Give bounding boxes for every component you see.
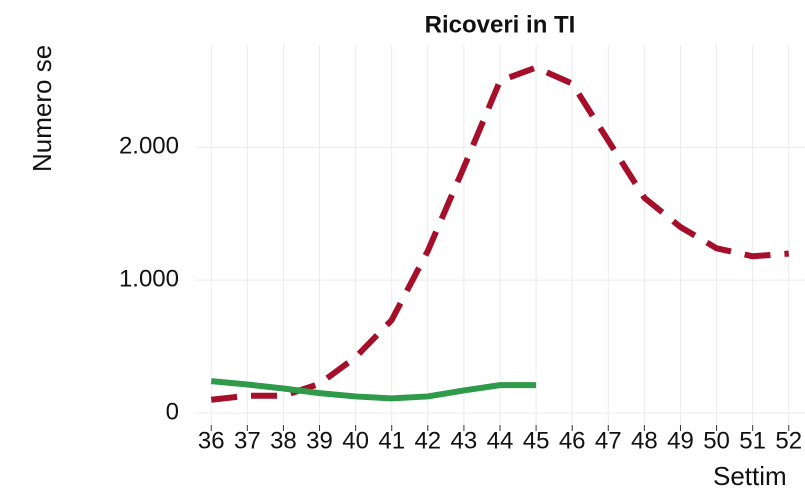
x-tick-label: 50 (703, 427, 730, 454)
x-tick-label: 38 (270, 427, 297, 454)
x-tick-label: 47 (595, 427, 622, 454)
chart-title: Ricoveri in TI (425, 11, 576, 38)
series-line (210, 378, 537, 402)
series-line (210, 64, 789, 403)
x-tick-label: 41 (378, 427, 405, 454)
x-tick-label: 40 (342, 427, 369, 454)
x-tick-label: 42 (414, 427, 441, 454)
x-tick-label: 36 (198, 427, 225, 454)
y-tick-label: 1.000 (119, 266, 179, 293)
x-axis-label: Settim (713, 461, 787, 491)
x-tick-label: 44 (487, 427, 514, 454)
x-tick-label: 45 (523, 427, 550, 454)
x-tick-label: 49 (667, 427, 694, 454)
x-tick-label: 43 (451, 427, 478, 454)
x-tick-label: 39 (306, 427, 333, 454)
y-tick-label: 0 (166, 398, 179, 425)
x-tick-label: 48 (631, 427, 658, 454)
y-tick-label: 2.000 (119, 133, 179, 160)
x-tick-label: 52 (775, 427, 802, 454)
x-tick-label: 46 (559, 427, 586, 454)
x-tick-label: 37 (234, 427, 261, 454)
y-axis-label: Numero se (27, 45, 57, 172)
x-tick-label: 51 (739, 427, 766, 454)
